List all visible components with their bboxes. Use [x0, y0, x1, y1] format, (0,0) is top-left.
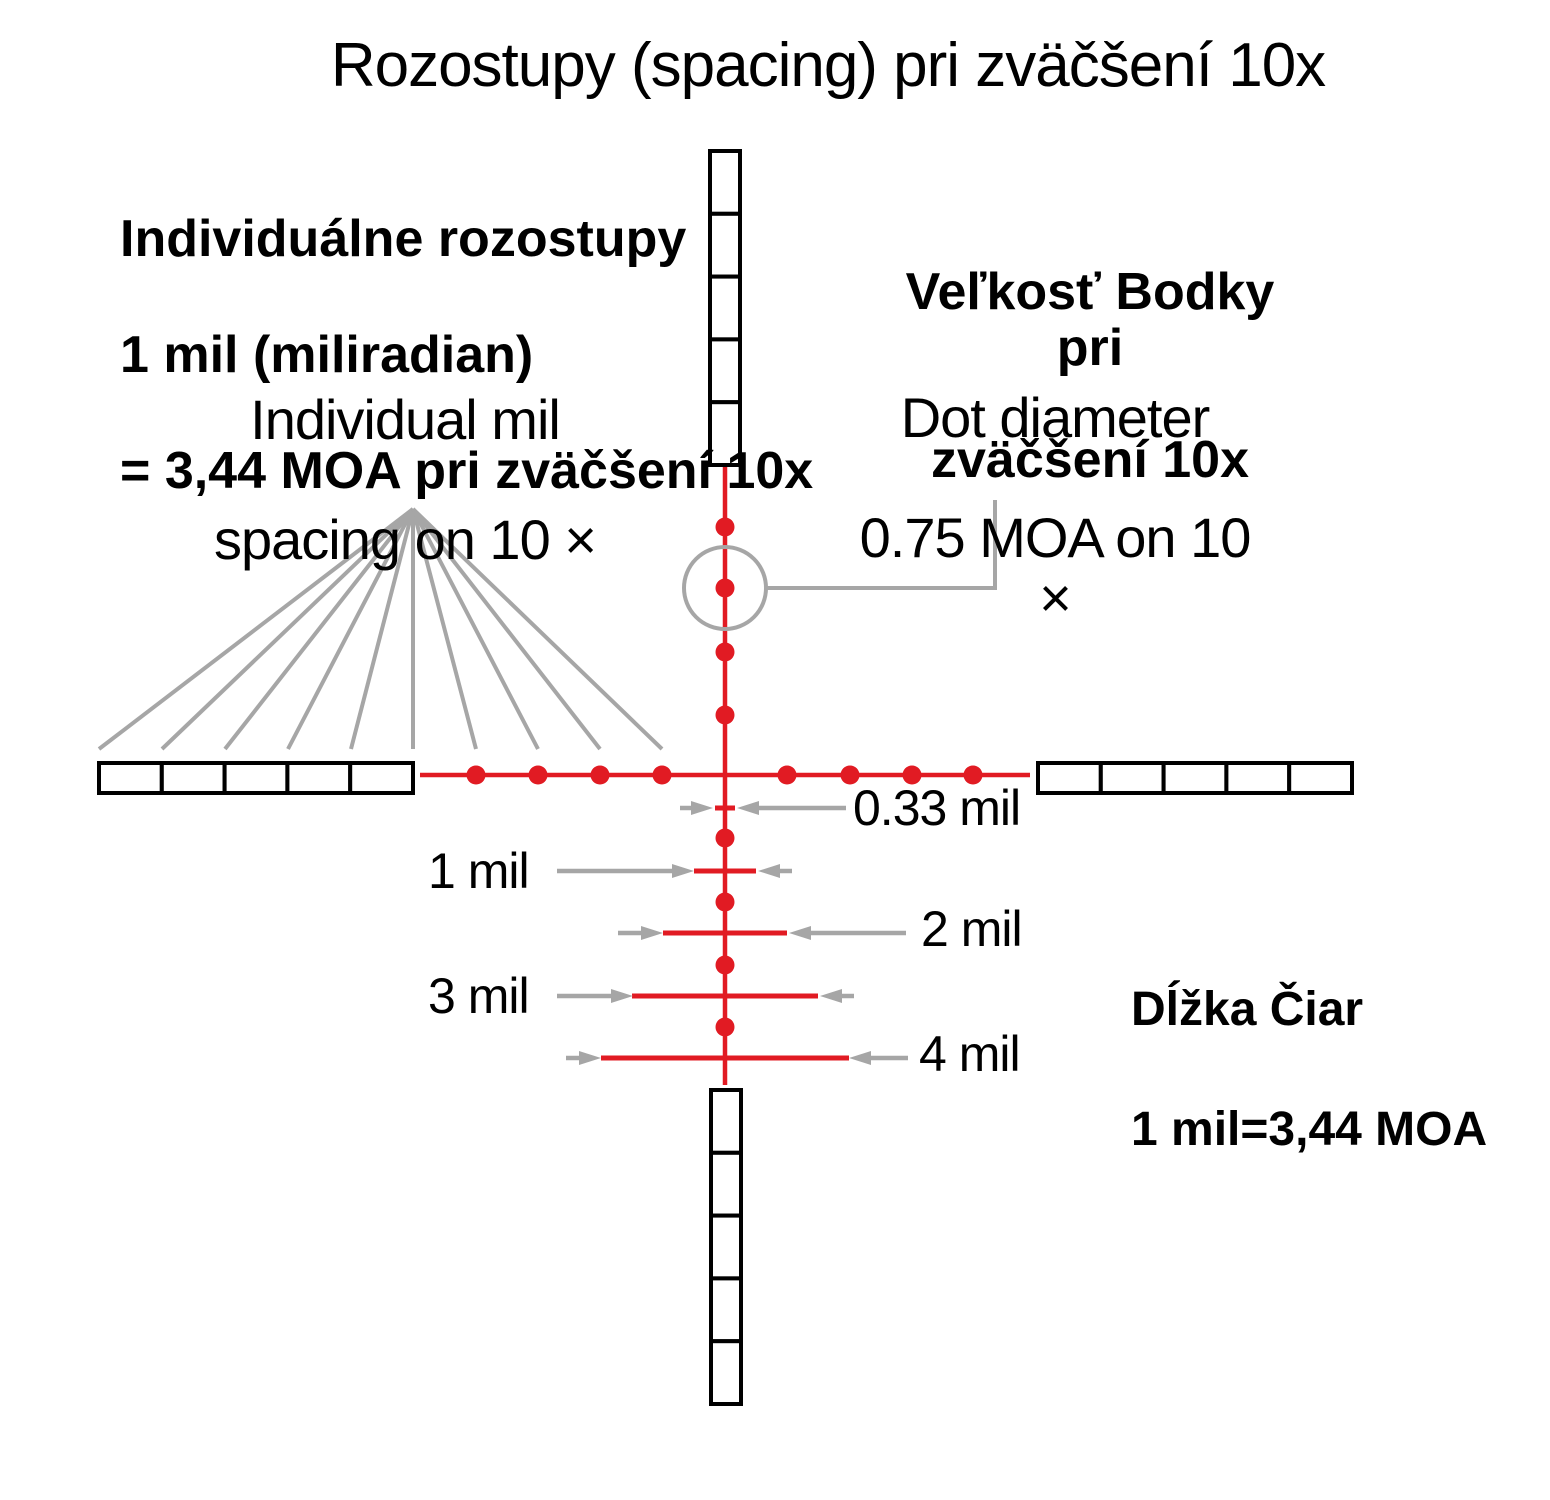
arrowhead-right: [579, 1051, 601, 1065]
arrowhead-left: [820, 989, 842, 1003]
post-segment: [97, 761, 164, 795]
mil-dot: [715, 1017, 735, 1037]
post-segment: [222, 761, 290, 795]
mil-dot: [715, 828, 735, 848]
mil-dot: [528, 765, 548, 785]
arrowhead-left: [758, 864, 780, 878]
arrowhead-right: [672, 864, 694, 878]
post-segment: [1224, 761, 1292, 795]
arrowhead-right: [611, 989, 633, 1003]
post-segment: [709, 1213, 743, 1281]
right-note-english-line-1: Dot diameter: [900, 386, 1211, 449]
right-post: [1036, 761, 1354, 795]
right-note-english: Dot diameter 0.75 MOA on 10 ×: [850, 328, 1260, 688]
crosshair-lines: [420, 466, 1030, 1085]
top-post: [708, 149, 742, 468]
post-segment: [159, 761, 227, 795]
post-segment: [709, 1150, 743, 1218]
post-segment: [709, 1276, 743, 1344]
right-note-line-1: Veľkosť Bodky pri: [905, 263, 1275, 377]
bottom-post: [709, 1088, 743, 1406]
mil-dot: [715, 517, 735, 537]
mil-dot: [715, 642, 735, 662]
line-length-note: Dĺžka Čiar 1 mil=3,44 MOA: [1131, 920, 1487, 1220]
left-note-line-1: Individuálne rozostupy: [120, 210, 687, 268]
post-segment: [1098, 761, 1166, 795]
dot-highlight: [682, 500, 997, 631]
mil-dot: [652, 765, 672, 785]
line-length-note-line-2: 1 mil=3,44 MOA: [1131, 1103, 1488, 1156]
left-note-english-line-1: Individual mil: [250, 388, 561, 451]
post-segment: [708, 400, 742, 468]
left-post: [97, 761, 416, 795]
left-note-english-line-2: spacing on 10 ×: [214, 508, 597, 571]
measure-arrows: [557, 801, 908, 1065]
post-segment: [285, 761, 353, 795]
arrowhead-left: [849, 1051, 871, 1065]
post-segment: [1161, 761, 1229, 795]
mil-dot: [902, 765, 922, 785]
post-segment: [709, 1339, 743, 1406]
right-note-bold: Veľkosť Bodky pri zväčšení 10x: [890, 208, 1290, 544]
mil-dot: [466, 765, 486, 785]
mil-dot: [840, 765, 860, 785]
mil-dot: [963, 765, 983, 785]
left-note-line-3: = 3,44 MOA pri zväčšení 10x: [120, 442, 814, 500]
line-length-note-line-1: Dĺžka Čiar: [1131, 983, 1364, 1036]
mil-spacing-fan-lines: [97, 507, 664, 751]
right-note-line-2: zväčšení 10x: [930, 431, 1250, 489]
arrowhead-right: [691, 801, 713, 815]
mil-dot: [715, 955, 735, 975]
mil-dot: [715, 892, 735, 912]
mil-dot: [715, 578, 735, 598]
post-segment: [1287, 761, 1354, 795]
diagram-title: Rozostupy (spacing) pri zväčšení 10x: [330, 31, 1326, 100]
label-1-mil: 1 mil: [428, 843, 530, 899]
mil-dot: [715, 705, 735, 725]
mil-dots: [466, 517, 983, 1037]
post-segment: [1036, 761, 1103, 795]
label-0-33-mil: 0.33 mil: [853, 780, 1021, 836]
right-note-english-line-2: 0.75 MOA on 10 ×: [859, 506, 1252, 629]
left-note-bold: Individuálne rozostupy 1 mil (miliradian…: [120, 152, 813, 558]
arrowhead-left: [737, 801, 759, 815]
mil-ticks: [601, 805, 849, 1061]
post-segment: [708, 149, 742, 216]
label-3-mil: 3 mil: [428, 968, 530, 1024]
dot-note-leader-line: [766, 500, 997, 590]
arrowhead-right: [641, 926, 663, 940]
post-segment: [348, 761, 416, 795]
label-4-mil: 4 mil: [919, 1026, 1021, 1082]
mil-dot: [777, 765, 797, 785]
post-segment: [709, 1088, 743, 1155]
mil-dot: [590, 765, 610, 785]
arrowhead-left: [789, 926, 811, 940]
post-segment: [708, 211, 742, 279]
left-note-line-2: 1 mil (miliradian): [120, 326, 534, 384]
label-2-mil: 2 mil: [921, 901, 1023, 957]
left-note-english: Individual mil spacing on 10 ×: [120, 330, 690, 630]
